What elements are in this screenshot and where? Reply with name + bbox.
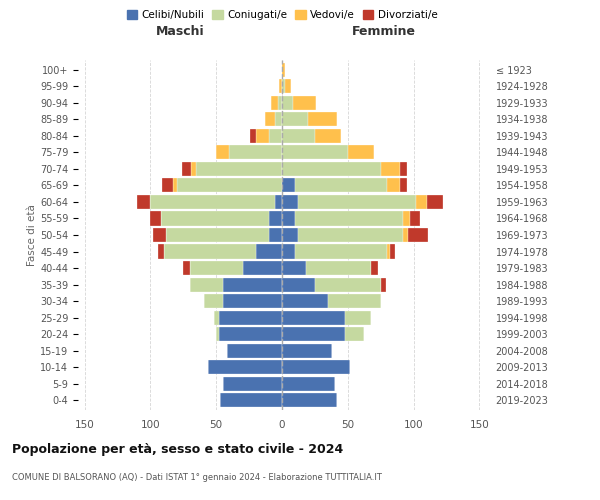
Bar <box>403 228 409 242</box>
Bar <box>223 294 282 308</box>
Bar <box>205 294 223 308</box>
Bar <box>381 162 400 176</box>
Bar <box>158 244 164 258</box>
Bar <box>162 178 173 192</box>
Bar <box>282 63 284 77</box>
Bar <box>400 178 407 192</box>
Bar <box>282 162 381 176</box>
Bar <box>275 112 282 126</box>
Bar <box>282 393 337 407</box>
Bar <box>282 146 348 160</box>
Bar <box>269 228 282 242</box>
Bar <box>256 129 269 143</box>
Bar <box>298 195 416 209</box>
Text: Popolazione per età, sesso e stato civile - 2024: Popolazione per età, sesso e stato civil… <box>12 442 343 456</box>
Bar <box>403 212 410 226</box>
Legend: Celibi/Nubili, Coniugati/e, Vedovi/e, Divorziati/e: Celibi/Nubili, Coniugati/e, Vedovi/e, Di… <box>122 6 442 24</box>
Bar <box>293 96 316 110</box>
Bar <box>284 80 291 94</box>
Bar <box>196 162 282 176</box>
Bar <box>315 278 381 291</box>
Bar <box>214 310 219 324</box>
Bar <box>390 244 395 258</box>
Bar <box>177 178 282 192</box>
Bar <box>410 212 420 226</box>
Bar <box>387 178 400 192</box>
Bar <box>328 294 381 308</box>
Bar <box>295 212 403 226</box>
Bar <box>282 327 345 341</box>
Bar <box>278 96 282 110</box>
Bar <box>282 228 298 242</box>
Bar <box>371 261 378 275</box>
Bar <box>269 129 282 143</box>
Y-axis label: Fasce di età: Fasce di età <box>27 204 37 266</box>
Bar <box>219 327 282 341</box>
Bar <box>305 261 371 275</box>
Bar <box>190 261 242 275</box>
Bar <box>400 162 407 176</box>
Bar <box>153 228 166 242</box>
Bar <box>409 228 428 242</box>
Bar <box>161 212 269 226</box>
Bar <box>166 228 269 242</box>
Bar <box>282 195 298 209</box>
Bar <box>227 344 282 357</box>
Bar <box>190 278 223 291</box>
Bar <box>223 278 282 291</box>
Bar <box>216 146 229 160</box>
Bar <box>345 327 364 341</box>
Bar <box>220 393 282 407</box>
Text: Femmine: Femmine <box>352 24 416 38</box>
Bar <box>387 244 390 258</box>
Bar <box>295 244 387 258</box>
Bar <box>282 112 308 126</box>
Bar <box>298 228 403 242</box>
Bar <box>308 112 337 126</box>
Bar <box>295 178 387 192</box>
Bar <box>282 360 350 374</box>
Bar <box>427 195 443 209</box>
Bar <box>275 195 282 209</box>
Bar <box>229 146 282 160</box>
Bar <box>282 278 315 291</box>
Bar <box>151 212 161 226</box>
Bar <box>191 162 196 176</box>
Bar <box>208 360 282 374</box>
Bar <box>315 129 341 143</box>
Bar <box>164 244 256 258</box>
Bar <box>173 178 177 192</box>
Bar <box>282 212 295 226</box>
Bar <box>271 96 278 110</box>
Bar <box>282 310 345 324</box>
Bar <box>280 80 282 94</box>
Text: Maschi: Maschi <box>155 24 205 38</box>
Bar <box>282 80 284 94</box>
Bar <box>137 195 151 209</box>
Bar <box>151 195 275 209</box>
Bar <box>223 376 282 390</box>
Bar <box>348 146 374 160</box>
Bar <box>282 96 293 110</box>
Bar <box>183 261 190 275</box>
Bar <box>282 129 315 143</box>
Bar <box>282 261 305 275</box>
Bar <box>282 178 295 192</box>
Bar <box>345 310 371 324</box>
Bar <box>381 278 386 291</box>
Bar <box>282 294 328 308</box>
Bar <box>216 327 219 341</box>
Bar <box>416 195 427 209</box>
Bar <box>182 162 191 176</box>
Bar <box>282 244 295 258</box>
Bar <box>265 112 275 126</box>
Bar <box>282 376 335 390</box>
Bar <box>256 244 282 258</box>
Bar <box>242 261 282 275</box>
Bar <box>282 344 332 357</box>
Bar <box>250 129 256 143</box>
Bar <box>269 212 282 226</box>
Bar <box>219 310 282 324</box>
Text: COMUNE DI BALSORANO (AQ) - Dati ISTAT 1° gennaio 2024 - Elaborazione TUTTITALIA.: COMUNE DI BALSORANO (AQ) - Dati ISTAT 1°… <box>12 472 382 482</box>
